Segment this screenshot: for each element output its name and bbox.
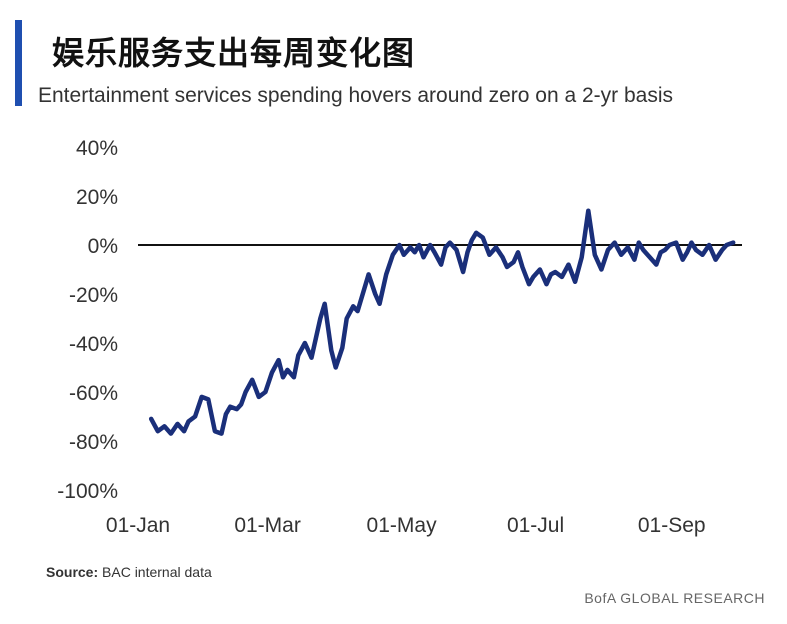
chart-title: 娱乐服务支出每周变化图 — [52, 34, 416, 72]
x-tick-label: 01-Jul — [507, 514, 564, 537]
y-tick-label: 0% — [88, 235, 118, 258]
source-text: BAC internal data — [102, 564, 212, 580]
chart-subtitle: Entertainment services spending hovers a… — [38, 84, 674, 107]
y-tick-label: -20% — [69, 284, 118, 307]
y-tick-label: -100% — [57, 480, 118, 503]
y-tick-label: 20% — [76, 186, 118, 209]
y-tick-label: -80% — [69, 431, 118, 454]
y-tick-label: -60% — [69, 382, 118, 405]
source-note: Source: BAC internal data — [46, 564, 212, 580]
x-tick-label: 01-Sep — [638, 514, 706, 537]
source-label: Source: — [46, 564, 99, 580]
accent-bar — [15, 20, 22, 106]
y-tick-label: -40% — [69, 333, 118, 356]
x-tick-label: 01-Jan — [106, 514, 170, 537]
brand-mark: BofA GLOBAL RESEARCH — [584, 590, 765, 606]
x-tick-label: 01-Mar — [234, 514, 301, 537]
x-tick-label: 01-May — [367, 514, 438, 537]
y-tick-label: 40% — [76, 137, 118, 160]
